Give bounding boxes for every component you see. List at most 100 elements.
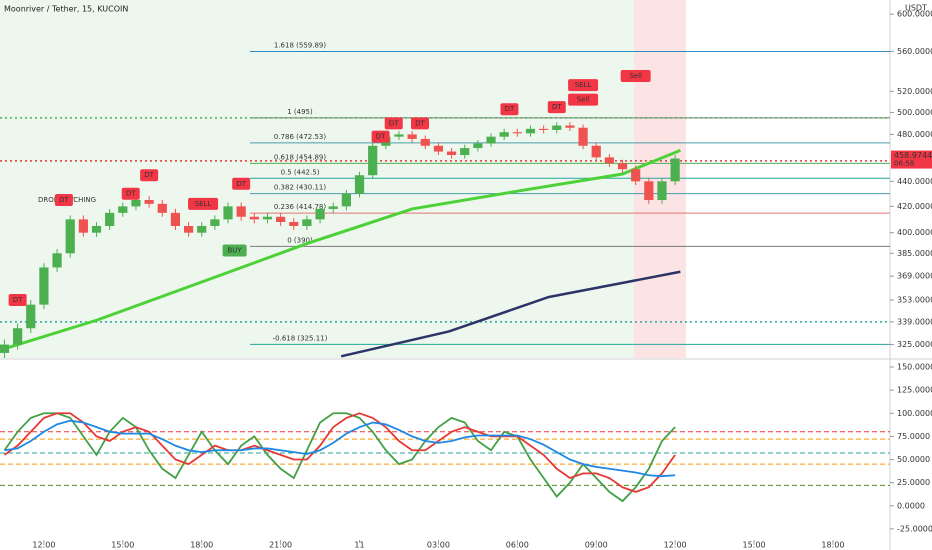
candle-body — [131, 200, 141, 207]
candle-body — [315, 208, 325, 220]
y-tick-label: 400.0000 — [897, 228, 932, 237]
last-price-box — [891, 150, 932, 169]
candle-body — [591, 145, 601, 158]
candle-body — [644, 181, 654, 201]
candle-body — [65, 219, 75, 254]
candle-body — [473, 143, 483, 149]
signal-label: DT — [126, 190, 136, 198]
candle-body — [631, 169, 641, 182]
symbol-title: Moonriver / Tether, 15, KUCOIN — [4, 5, 128, 14]
candle-body — [460, 148, 470, 156]
candle-body — [617, 163, 628, 170]
y-tick-label: 325.0000 — [897, 340, 932, 349]
candle-body — [565, 125, 575, 128]
x-tick-label: 12:00 — [664, 541, 687, 550]
last-time: 06:58 — [894, 160, 914, 168]
signal-badge — [8, 294, 27, 307]
moving-average — [340, 270, 681, 358]
y-tick-label: 353.0000 — [897, 296, 932, 305]
signal-label: SELL — [195, 200, 212, 208]
y-tick-label: 420.0000 — [897, 202, 932, 211]
candle-body — [197, 225, 207, 233]
candle-body — [394, 134, 404, 137]
signal-badge — [371, 130, 390, 143]
signal-label: DT — [144, 171, 154, 179]
y-tick-label: -25.0000 — [897, 524, 932, 533]
y-tick-label: 520.0000 — [897, 87, 932, 96]
candle-body — [328, 206, 338, 209]
candle-body — [525, 128, 536, 134]
candle-body — [302, 219, 312, 226]
last-price: 458.9744 — [894, 151, 932, 160]
y-tick-label: 0.0000 — [897, 501, 925, 510]
signal-badge — [500, 103, 519, 116]
candle-body — [118, 206, 128, 213]
candle-body — [144, 200, 154, 204]
candle-body — [670, 158, 680, 182]
fib-label: 0.5 (442.5) — [281, 168, 320, 176]
signal-label: DT — [505, 105, 515, 113]
candle-body — [223, 206, 233, 220]
signal-label: BUY — [227, 246, 242, 254]
signal-badge — [568, 79, 599, 92]
candle-body — [354, 175, 365, 194]
candle-body — [578, 127, 588, 146]
fib-label: 0.236 (414.78) — [274, 203, 326, 211]
y-tick-label: 480.0000 — [897, 130, 932, 139]
signal-label: DT — [415, 119, 425, 127]
x-tick-label: 11 — [354, 541, 364, 550]
candle-body — [420, 138, 430, 146]
session-shade — [0, 0, 680, 358]
candle-body — [486, 136, 496, 144]
candle-body — [552, 125, 562, 130]
oscillator-line — [3, 412, 676, 493]
x-tick-label: 21:00 — [269, 541, 292, 550]
x-tick-label: 09:00 — [585, 541, 608, 550]
fib-label: 0 (390) — [287, 236, 313, 244]
candle-body — [289, 222, 299, 226]
candle-body — [604, 157, 614, 164]
y-tick-label: 75.0000 — [897, 432, 930, 441]
signal-badge — [384, 117, 403, 130]
x-tick-label: 12:00 — [32, 541, 55, 550]
fib-label: -0.618 (325.11) — [273, 334, 328, 342]
candle-body — [236, 206, 246, 217]
candle-body — [512, 132, 522, 134]
y-tick-label: 339.0000 — [897, 317, 932, 326]
y-tick-label: 369.0000 — [897, 272, 932, 281]
y-tick-label: 600.0000 — [897, 10, 932, 19]
candle-body — [657, 181, 667, 201]
moving-average — [1, 148, 681, 351]
candle-body — [499, 132, 509, 137]
signal-badge — [232, 177, 251, 190]
signal-badge — [620, 69, 651, 82]
signal-badge — [222, 244, 247, 257]
signal-label: DT — [552, 103, 562, 111]
candle-body — [78, 219, 88, 233]
candle-body — [433, 145, 444, 152]
candle-body — [0, 344, 10, 353]
x-tick-label: 06:00 — [506, 541, 529, 550]
signal-badge — [140, 169, 159, 182]
candle-body — [539, 128, 549, 130]
candle-body — [446, 151, 457, 156]
y-tick-label: 385.0000 — [897, 249, 932, 258]
fib-label: 0.618 (454.89) — [274, 153, 326, 161]
candle-body — [210, 219, 220, 226]
y-tick-label: 125.0000 — [897, 386, 932, 395]
candle-body — [170, 212, 181, 226]
oscillator-line — [3, 412, 676, 503]
candle-body — [407, 134, 417, 139]
signal-badge — [547, 101, 566, 114]
y-tick-label: 100.0000 — [897, 409, 932, 418]
signal-badge — [568, 93, 599, 106]
candle-body — [13, 328, 23, 345]
x-tick-label: 18:00 — [821, 541, 844, 550]
candle-body — [249, 216, 259, 220]
y-tick-label: 440.0000 — [897, 177, 932, 186]
candle-body — [183, 225, 194, 233]
signal-badge — [54, 194, 73, 207]
signal-label: SELL — [575, 81, 592, 89]
candle-body — [341, 193, 351, 207]
